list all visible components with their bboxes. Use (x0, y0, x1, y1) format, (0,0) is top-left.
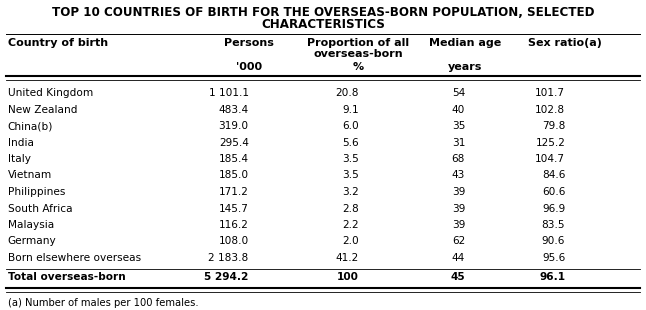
Text: 90.6: 90.6 (542, 237, 565, 246)
Text: 100: 100 (337, 272, 359, 282)
Text: 185.4: 185.4 (219, 154, 249, 164)
Text: 3.2: 3.2 (342, 187, 359, 197)
Text: 60.6: 60.6 (542, 187, 565, 197)
Text: 319.0: 319.0 (218, 121, 249, 131)
Text: 108.0: 108.0 (218, 237, 249, 246)
Text: 116.2: 116.2 (219, 220, 249, 230)
Text: 101.7: 101.7 (536, 88, 565, 98)
Text: Germany: Germany (8, 237, 56, 246)
Text: Malaysia: Malaysia (8, 220, 54, 230)
Text: 2.2: 2.2 (342, 220, 359, 230)
Text: (a) Number of males per 100 females.: (a) Number of males per 100 females. (8, 298, 198, 308)
Text: 54: 54 (452, 88, 465, 98)
Text: New Zealand: New Zealand (8, 104, 78, 114)
Text: 3.5: 3.5 (342, 170, 359, 180)
Text: Persons: Persons (224, 38, 274, 48)
Text: years: years (448, 62, 483, 72)
Text: 145.7: 145.7 (219, 203, 249, 214)
Text: Total overseas-born: Total overseas-born (8, 272, 125, 282)
Text: 41.2: 41.2 (335, 253, 359, 263)
Text: 185.0: 185.0 (218, 170, 249, 180)
Text: Vietnam: Vietnam (8, 170, 52, 180)
Text: 95.6: 95.6 (542, 253, 565, 263)
Text: 5 294.2: 5 294.2 (204, 272, 249, 282)
Text: Median age: Median age (429, 38, 501, 48)
Text: 125.2: 125.2 (536, 138, 565, 148)
Text: India: India (8, 138, 34, 148)
Text: 79.8: 79.8 (542, 121, 565, 131)
Text: 35: 35 (452, 121, 465, 131)
Text: CHARACTERISTICS: CHARACTERISTICS (261, 18, 385, 31)
Text: 40: 40 (452, 104, 465, 114)
Text: 2.0: 2.0 (342, 237, 359, 246)
Text: 2 183.8: 2 183.8 (209, 253, 249, 263)
Text: overseas-born: overseas-born (314, 49, 403, 59)
Text: 9.1: 9.1 (342, 104, 359, 114)
Text: 1 101.1: 1 101.1 (209, 88, 249, 98)
Text: 20.8: 20.8 (335, 88, 359, 98)
Text: Country of birth: Country of birth (8, 38, 108, 48)
Text: %: % (353, 62, 364, 72)
Text: 96.9: 96.9 (542, 203, 565, 214)
Text: 6.0: 6.0 (342, 121, 359, 131)
Text: 39: 39 (452, 220, 465, 230)
Text: 104.7: 104.7 (536, 154, 565, 164)
Text: Proportion of all: Proportion of all (307, 38, 410, 48)
Text: 171.2: 171.2 (219, 187, 249, 197)
Text: 83.5: 83.5 (542, 220, 565, 230)
Text: 31: 31 (452, 138, 465, 148)
Text: 96.1: 96.1 (539, 272, 565, 282)
Text: TOP 10 COUNTRIES OF BIRTH FOR THE OVERSEAS-BORN POPULATION, SELECTED: TOP 10 COUNTRIES OF BIRTH FOR THE OVERSE… (52, 6, 594, 19)
Text: 483.4: 483.4 (218, 104, 249, 114)
Text: '000: '000 (236, 62, 262, 72)
Text: Italy: Italy (8, 154, 31, 164)
Text: Philippines: Philippines (8, 187, 65, 197)
Text: 102.8: 102.8 (535, 104, 565, 114)
Text: 84.6: 84.6 (542, 170, 565, 180)
Text: 2.8: 2.8 (342, 203, 359, 214)
Text: 39: 39 (452, 187, 465, 197)
Text: Born elsewhere overseas: Born elsewhere overseas (8, 253, 141, 263)
Text: 3.5: 3.5 (342, 154, 359, 164)
Text: 295.4: 295.4 (219, 138, 249, 148)
Text: China(b): China(b) (8, 121, 53, 131)
Text: 68: 68 (452, 154, 465, 164)
Text: South Africa: South Africa (8, 203, 72, 214)
Text: 39: 39 (452, 203, 465, 214)
Text: 5.6: 5.6 (342, 138, 359, 148)
Text: 44: 44 (452, 253, 465, 263)
Text: 43: 43 (452, 170, 465, 180)
Text: 62: 62 (452, 237, 465, 246)
Text: Sex ratio(a): Sex ratio(a) (528, 38, 602, 48)
Text: United Kingdom: United Kingdom (8, 88, 93, 98)
Text: 45: 45 (450, 272, 465, 282)
